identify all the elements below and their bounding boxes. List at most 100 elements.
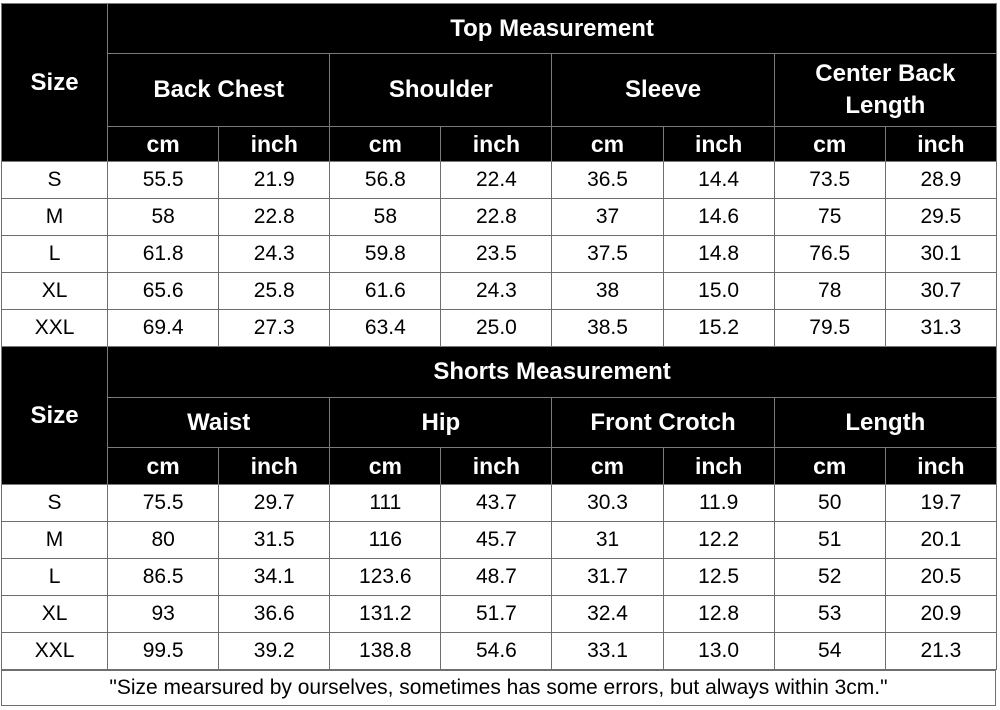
size-header: Size [0, 3, 109, 162]
measurement-cell: 24.3 [218, 235, 331, 273]
measurement-cell: 53 [773, 595, 886, 633]
size-cell: S [0, 484, 109, 522]
table-row: XXL 99.5 39.2 138.8 54.6 33.1 13.0 54 21.3 [0, 632, 998, 670]
group-header: Waist [107, 397, 331, 448]
measurement-cell: 73.5 [773, 161, 886, 199]
measurement-cell: 15.0 [662, 272, 775, 310]
group-header: Hip [329, 397, 553, 448]
size-cell: L [0, 558, 109, 596]
table-row: XL 65.6 25.8 61.6 24.3 38 15.0 78 30.7 [0, 272, 998, 310]
group-header: Center Back Length [773, 53, 998, 127]
measurement-cell: 13.0 [662, 632, 775, 670]
measurement-cell: 43.7 [440, 484, 553, 522]
table-row: XL 93 36.6 131.2 51.7 32.4 12.8 53 20.9 [0, 595, 998, 633]
group-header: Length [773, 397, 998, 448]
measurement-cell: 138.8 [329, 632, 442, 670]
measurement-cell: 75 [773, 198, 886, 236]
measurement-cell: 37 [551, 198, 664, 236]
unit-header: cm [107, 447, 220, 485]
measurement-cell: 37.5 [551, 235, 664, 273]
shorts-measurement-table: Size Shorts Measurement Waist Hip Front … [0, 346, 998, 670]
group-header: Sleeve [551, 53, 775, 127]
top-table-body: S 55.5 21.9 56.8 22.4 36.5 14.4 73.5 28.9 M 58 22.8… [0, 161, 998, 347]
measurement-cell: 23.5 [440, 235, 553, 273]
unit-header: inch [884, 126, 998, 162]
measurement-cell: 14.6 [662, 198, 775, 236]
measurement-cell: 38.5 [551, 309, 664, 347]
measurement-cell: 32.4 [551, 595, 664, 633]
measurement-cell: 79.5 [773, 309, 886, 347]
measurement-cell: 54 [773, 632, 886, 670]
unit-row: cm inch cm inch cm inch cm inch [2, 447, 998, 485]
measurement-cell: 61.6 [329, 272, 442, 310]
unit-header: inch [440, 447, 553, 485]
size-cell: XXL [0, 309, 109, 347]
measurement-cell: 20.1 [884, 521, 998, 559]
measurement-cell: 31.7 [551, 558, 664, 596]
unit-header: cm [551, 126, 664, 162]
unit-header: cm [107, 126, 220, 162]
measurement-cell: 12.8 [662, 595, 775, 633]
unit-row: cm inch cm inch cm inch cm inch [2, 126, 998, 162]
measurement-cell: 20.9 [884, 595, 998, 633]
measurement-cell: 31.3 [884, 309, 998, 347]
table-row: M 58 22.8 58 22.8 37 14.6 75 29.5 [0, 198, 998, 236]
measurement-cell: 30.3 [551, 484, 664, 522]
table-row: XXL 69.4 27.3 63.4 25.0 38.5 15.2 79.5 31.3 [0, 309, 998, 347]
measurement-cell: 61.8 [107, 235, 220, 273]
unit-header: inch [218, 126, 331, 162]
measurement-cell: 45.7 [440, 521, 553, 559]
size-cell: XXL [0, 632, 109, 670]
unit-header: cm [329, 447, 442, 485]
measurement-cell: 65.6 [107, 272, 220, 310]
measurement-cell: 59.8 [329, 235, 442, 273]
measurement-cell: 80 [107, 521, 220, 559]
measurement-cell: 34.1 [218, 558, 331, 596]
measurement-cell: 48.7 [440, 558, 553, 596]
group-header: Shoulder [329, 53, 553, 127]
table-row: S 55.5 21.9 56.8 22.4 36.5 14.4 73.5 28.9 [0, 161, 998, 199]
measurement-cell: 54.6 [440, 632, 553, 670]
measurement-cell: 52 [773, 558, 886, 596]
measurement-cell: 25.8 [218, 272, 331, 310]
group-header: Front Crotch [551, 397, 775, 448]
unit-header: cm [329, 126, 442, 162]
measurement-cell: 36.5 [551, 161, 664, 199]
measurement-cell: 24.3 [440, 272, 553, 310]
measurement-cell: 131.2 [329, 595, 442, 633]
measurement-cell: 21.9 [218, 161, 331, 199]
measurement-cell: 69.4 [107, 309, 220, 347]
unit-header: inch [662, 126, 775, 162]
measurement-cell: 33.1 [551, 632, 664, 670]
measurement-cell: 14.4 [662, 161, 775, 199]
measurement-cell: 111 [329, 484, 442, 522]
size-cell: M [0, 198, 109, 236]
measurement-cell: 93 [107, 595, 220, 633]
measurement-cell: 63.4 [329, 309, 442, 347]
measurement-cell: 78 [773, 272, 886, 310]
table-row: S 75.5 29.7 111 43.7 30.3 11.9 50 19.7 [0, 484, 998, 522]
measurement-cell: 75.5 [107, 484, 220, 522]
measurement-cell: 31.5 [218, 521, 331, 559]
measurement-cell: 86.5 [107, 558, 220, 596]
measurement-cell: 27.3 [218, 309, 331, 347]
measurement-cell: 29.7 [218, 484, 331, 522]
measurement-cell: 11.9 [662, 484, 775, 522]
size-cell: L [0, 235, 109, 273]
measurement-cell: 30.1 [884, 235, 998, 273]
size-cell: S [0, 161, 109, 199]
measurement-cell: 56.8 [329, 161, 442, 199]
size-cell: XL [0, 595, 109, 633]
measurement-cell: 38 [551, 272, 664, 310]
unit-header: cm [773, 126, 886, 162]
top-measurement-table: Size Top Measurement Back Chest Shoulder… [0, 3, 998, 347]
measurement-cell: 25.0 [440, 309, 553, 347]
measurement-note: "Size mearsured by ourselves, sometimes … [1, 670, 996, 706]
measurement-cell: 19.7 [884, 484, 998, 522]
shorts-table-body: S 75.5 29.7 111 43.7 30.3 11.9 50 19.7 M 80 31.5 116… [0, 484, 998, 670]
measurement-cell: 116 [329, 521, 442, 559]
measurement-cell: 36.6 [218, 595, 331, 633]
measurement-cell: 55.5 [107, 161, 220, 199]
measurement-cell: 50 [773, 484, 886, 522]
measurement-cell: 15.2 [662, 309, 775, 347]
